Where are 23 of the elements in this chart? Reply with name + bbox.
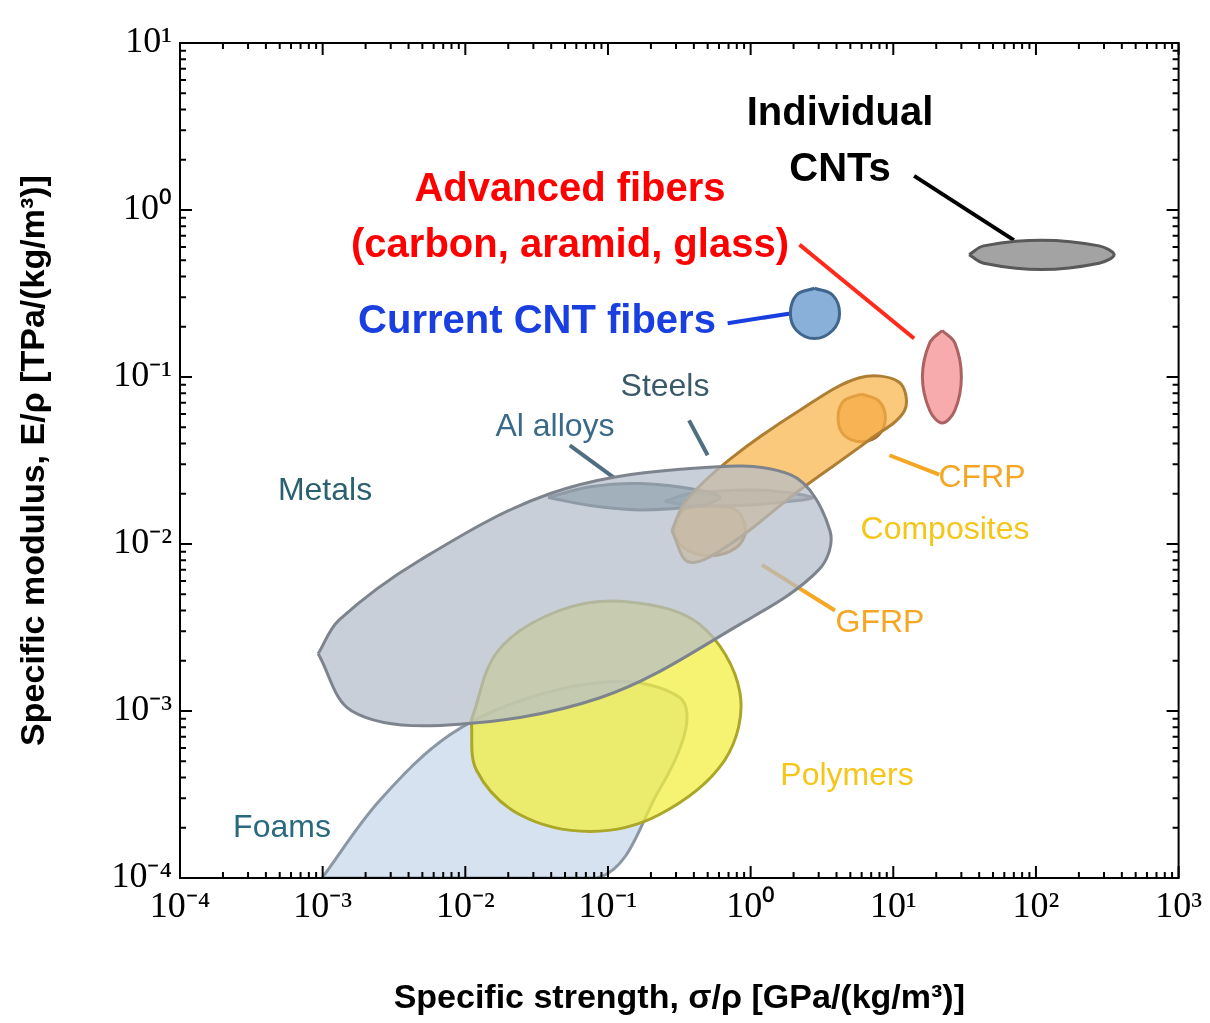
y-tick-label: 10¹ [125,20,172,61]
annotation: GFRP [835,602,925,639]
x-tick-label: 10⁻² [435,885,495,926]
annotation: Polymers [780,755,914,792]
x-tick-label: 10³ [1155,885,1203,926]
x-tick-label: 10⁻¹ [578,885,638,926]
y-tick-label: 10⁻³ [113,688,173,729]
annotation: Composites [860,509,1030,546]
annotation: Metals [277,470,373,507]
y-tick-label: 10⁰ [123,187,172,228]
x-tick-label: 10¹ [869,885,917,926]
x-axis-title: Specific strength, σ/ρ [GPa/(kg/m³)] [393,976,965,1015]
y-tick-label: 10⁻² [113,521,172,562]
x-tick-label: 10⁰ [726,885,776,926]
y-axis-title: Specific modulus, E/ρ [TPa/(kg/m³)] [12,175,51,746]
annotation: Foams [233,807,331,844]
annotation: CFRP [938,457,1026,494]
annotation: Current CNT fibers [358,297,716,342]
x-tick-label: 10² [1012,885,1060,926]
x-tick-label: 10⁻³ [293,885,353,926]
y-tick-label: 10⁻¹ [113,354,172,395]
annotation: Al alloys [495,406,615,443]
annotation: Steels [620,366,710,403]
